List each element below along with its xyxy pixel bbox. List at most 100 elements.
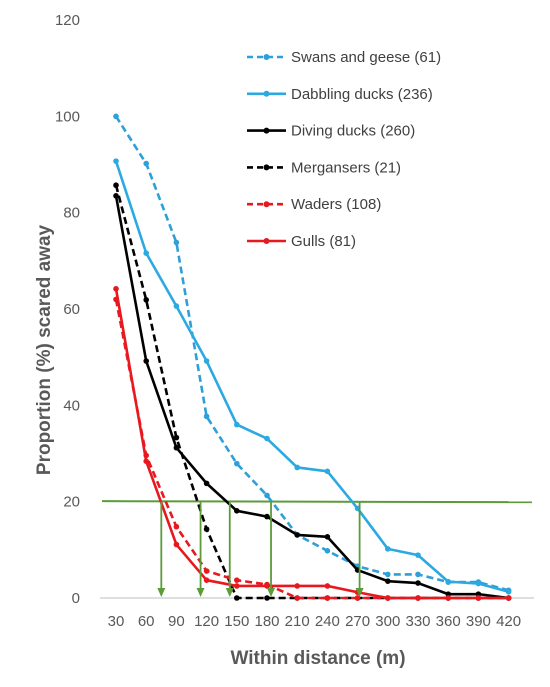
data-point (264, 595, 270, 601)
x-tick-label: 30 (108, 613, 125, 630)
y-tick-label: 100 (55, 108, 80, 125)
data-point (113, 182, 119, 189)
data-point (143, 250, 149, 256)
data-point (475, 580, 482, 587)
data-point (294, 583, 301, 589)
legend-item: Gulls (81) (247, 233, 356, 250)
y-tick-label: 80 (63, 205, 80, 222)
arrows-layer (157, 501, 364, 597)
x-tick-label: 300 (375, 613, 400, 630)
data-point (415, 571, 421, 578)
data-point (294, 464, 301, 471)
data-point (234, 460, 240, 467)
data-point (203, 577, 210, 583)
data-point (143, 358, 149, 364)
data-point (234, 583, 240, 589)
y-axis-title: Proportion (%) scared away (34, 224, 55, 475)
data-point (173, 541, 180, 548)
legend-label: Dabbling ducks (236) (291, 86, 433, 103)
y-tick-label: 120 (55, 12, 80, 29)
legend-marker (263, 90, 270, 97)
series-line (114, 288, 509, 600)
data-point (324, 468, 331, 475)
legend-marker (263, 54, 270, 60)
legend-item: Waders (108) (247, 196, 381, 213)
legend-label: Swans and geese (61) (291, 49, 441, 66)
data-point (505, 588, 512, 595)
series-line (114, 160, 509, 593)
data-point (445, 578, 452, 585)
data-point (324, 547, 331, 554)
y-tick-label: 60 (63, 301, 80, 318)
y-tick-label: 0 (72, 590, 80, 607)
data-point (264, 583, 270, 589)
x-tick-label: 270 (345, 613, 370, 630)
data-point (415, 552, 421, 558)
threshold-arrow (196, 501, 205, 597)
data-point (445, 591, 452, 597)
data-point (113, 158, 119, 164)
data-point (385, 571, 391, 578)
data-point (234, 595, 240, 601)
x-tick-label: 150 (224, 613, 249, 630)
legend-item: Swans and geese (61) (247, 49, 441, 66)
x-axis-title: Within distance (m) (230, 648, 405, 669)
legend-item: Dabbling ducks (236) (247, 86, 433, 103)
data-point (324, 534, 331, 540)
data-point (203, 526, 210, 532)
series-line (114, 115, 509, 592)
x-tick-label: 120 (194, 613, 219, 630)
data-point (475, 591, 482, 597)
data-point (294, 532, 301, 538)
legend-marker (263, 238, 270, 244)
threshold-arrow (267, 501, 276, 597)
series-0 (113, 113, 512, 594)
data-point (415, 580, 421, 586)
y-axis-ticks: 0 20 40 60 80 100 120 (55, 12, 80, 607)
data-point (324, 595, 331, 601)
data-point (173, 239, 180, 246)
threshold-arrow (225, 501, 234, 597)
legend-marker (263, 164, 270, 171)
x-tick-label: 180 (254, 613, 279, 630)
legend-marker (263, 201, 270, 208)
data-point (113, 193, 119, 199)
data-point (264, 513, 270, 520)
y-tick-label: 20 (63, 494, 80, 511)
x-tick-label: 90 (168, 613, 185, 630)
x-tick-label: 210 (285, 613, 310, 630)
data-point (203, 568, 210, 574)
legend-item: Mergansers (21) (247, 159, 401, 176)
x-tick-label: 420 (496, 613, 521, 630)
legend-item: Diving ducks (260) (247, 123, 415, 140)
series-2 (113, 193, 512, 601)
data-point (385, 546, 391, 552)
data-point (475, 595, 482, 601)
y-tick-label: 40 (63, 397, 80, 414)
series-5 (113, 285, 512, 601)
data-point (203, 480, 210, 487)
data-point (203, 358, 210, 364)
legend: Swans and geese (61) Dabbling ducks (236)… (247, 49, 441, 250)
data-point (113, 285, 119, 292)
legend-label: Diving ducks (260) (291, 123, 415, 140)
data-point (264, 492, 270, 499)
data-point (294, 595, 301, 601)
data-point (385, 578, 391, 584)
threshold-arrow (355, 501, 364, 597)
data-point (415, 595, 421, 601)
data-point (385, 595, 391, 601)
data-point (234, 577, 240, 583)
x-axis-ticks: 30 60 90 120 150 180 210 240 270 300 330 360 390 420 (108, 613, 521, 630)
threshold-arrow (157, 501, 166, 597)
data-point (264, 435, 270, 442)
threshold-line (101, 500, 533, 504)
data-point (143, 160, 149, 167)
threshold-layer (101, 500, 533, 504)
data-point (143, 458, 149, 465)
legend-label: Waders (108) (291, 196, 381, 213)
legend-label: Mergansers (21) (291, 159, 401, 176)
data-point (354, 595, 361, 601)
data-point (113, 113, 119, 120)
